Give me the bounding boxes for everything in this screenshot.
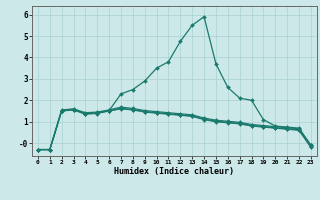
X-axis label: Humidex (Indice chaleur): Humidex (Indice chaleur) (115, 167, 234, 176)
